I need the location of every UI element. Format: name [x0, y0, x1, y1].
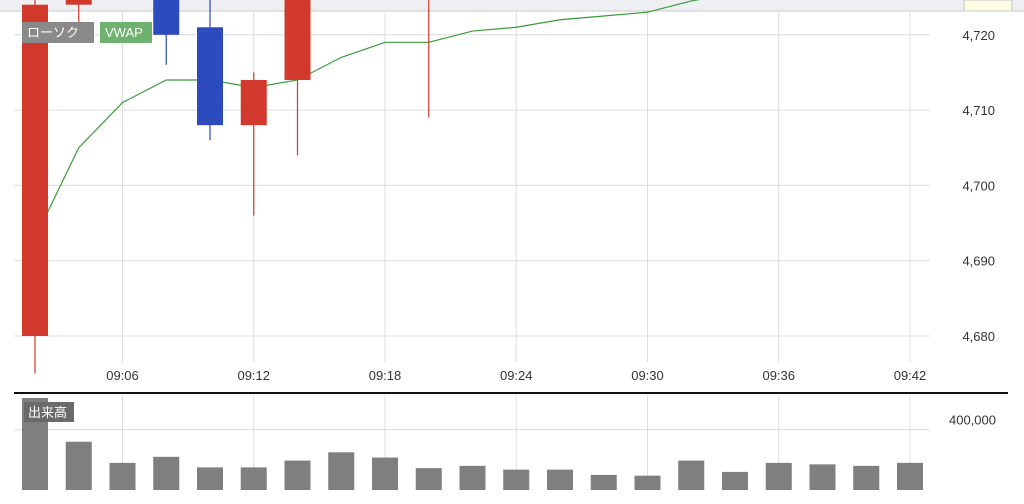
top-right-tab[interactable]: [963, 0, 1013, 12]
candle-up: [428, 0, 430, 118]
time-tick-label: 09:18: [369, 368, 402, 383]
volume-bar: [65, 441, 92, 490]
candle-down: [153, 0, 180, 65]
time-tick-label: 09:12: [237, 368, 270, 383]
legend-candle-box[interactable]: [22, 22, 94, 43]
volume-bar: [240, 467, 267, 490]
volume-bar: [372, 457, 398, 490]
volume-bar: [459, 465, 486, 490]
candle-down: [197, 0, 223, 141]
candles: [22, 0, 430, 374]
volume-bar: [722, 471, 748, 490]
top-strip: [0, 0, 1024, 11]
volume-bar: [547, 469, 573, 490]
candle-body: [22, 4, 48, 337]
chart-legend: ローソク VWAP: [22, 22, 152, 43]
legend-vwap-box[interactable]: [100, 22, 152, 43]
candle-up: [65, 0, 92, 43]
volume-bar: [634, 475, 661, 490]
volume-bar: [153, 456, 180, 490]
volume-label: 出来高: [24, 402, 74, 422]
volume-bar: [590, 474, 617, 490]
legend-candle-label: ローソク: [27, 25, 79, 40]
time-tick-label: 09:42: [894, 368, 927, 383]
volume-bar: [897, 462, 923, 490]
volume-bar: [853, 465, 880, 490]
volume-axis: 400,000: [949, 413, 996, 428]
candle-up: [284, 0, 311, 156]
volume-bar: [328, 452, 355, 490]
time-tick-label: 09:24: [500, 368, 533, 383]
price-axis: 4,6804,6904,7004,7104,7204,7304,7404,750…: [962, 28, 995, 344]
price-tick-label: 4,720: [962, 28, 995, 43]
candle-up: [22, 0, 48, 374]
candle-body: [284, 0, 311, 80]
volume-bar: [809, 464, 836, 490]
price-tick-label: 4,700: [962, 178, 995, 193]
volume-bar: [197, 467, 223, 490]
time-axis: 09:0609:1209:1809:2409:3009:3609:4209:48…: [106, 368, 927, 383]
volume-bar: [415, 468, 442, 490]
legend-vwap-label: VWAP: [105, 25, 143, 40]
time-tick-label: 09:06: [106, 368, 139, 383]
volume-bar: [284, 460, 311, 490]
volume-bar: [678, 460, 705, 490]
volume-bar: [503, 469, 530, 490]
volume-bar: [765, 462, 792, 490]
volume-tick-label: 400,000: [949, 413, 996, 428]
time-tick-label: 09:36: [762, 368, 795, 383]
volume-label-text: 出来高: [28, 405, 67, 420]
candle-body: [153, 0, 180, 35]
volume-label-box: [24, 402, 74, 422]
candle-body: [197, 27, 223, 126]
price-tick-label: 4,680: [962, 329, 995, 344]
volume-bars: [22, 398, 923, 490]
candle-body: [65, 0, 92, 5]
candle-body: [240, 79, 267, 126]
price-tick-label: 4,690: [962, 254, 995, 269]
time-tick-label: 09:30: [631, 368, 664, 383]
candle-up: [240, 72, 267, 216]
price-tick-label: 4,710: [962, 103, 995, 118]
vwap-line: [34, 0, 701, 239]
volume-bar: [109, 462, 136, 490]
price-grid: [14, 12, 930, 362]
